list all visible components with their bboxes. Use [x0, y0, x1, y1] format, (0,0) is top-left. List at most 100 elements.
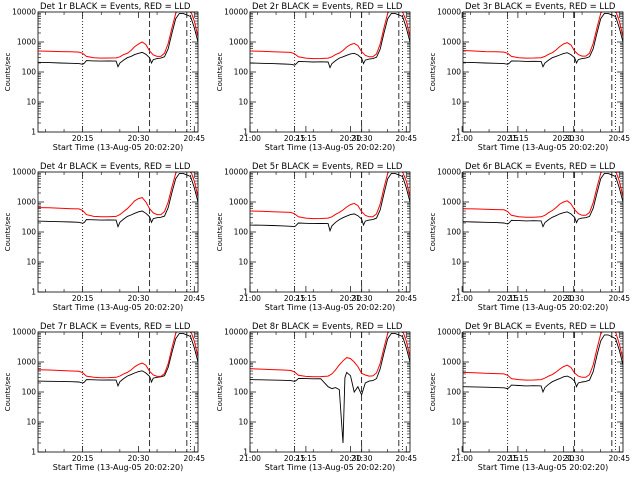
x-tick-label: 20:15	[72, 134, 94, 143]
panel-grid: Det 1r BLACK = Events, RED = LLD Counts/s…	[4, 2, 630, 472]
panel-title: Det 5r BLACK = Events, RED = LLD	[252, 162, 403, 172]
y-tick-label: 1000	[229, 358, 248, 367]
x-tick-label: 21:00	[451, 134, 473, 143]
plot-area	[38, 332, 198, 388]
x-tick-label: 21:30	[563, 454, 585, 463]
x-tick-label: 20:15	[72, 294, 94, 303]
y-tick-label: 1000	[442, 198, 461, 207]
x-axis-label: Start Time (13-Aug-05 20:02:20)	[53, 463, 184, 472]
panel-8: Det 8r BLACK = Events, RED = LLD Counts/s…	[216, 322, 585, 472]
y-tick-label: 100	[234, 68, 249, 77]
x-tick-label: 21:00	[239, 454, 261, 463]
x-tick-label: 20:15	[497, 294, 519, 303]
x-tick-label: 20:45	[608, 294, 630, 303]
x-tick-label: 20:45	[183, 134, 205, 143]
panel-frame	[249, 171, 411, 293]
x-tick-label: 20:15	[284, 294, 306, 303]
y-tick-label: 1000	[17, 38, 36, 47]
x-tick-label: 21:15	[295, 294, 317, 303]
x-axis-label: Start Time (13-Aug-05 20:02:20)	[53, 303, 184, 312]
panel-3: Det 3r BLACK = Events, RED = LLD Counts/s…	[429, 2, 630, 152]
x-axis-label: Start Time (13-Aug-05 20:02:20)	[265, 143, 396, 152]
x-tick-label: 20:30	[553, 294, 575, 303]
plot-area	[250, 332, 410, 444]
x-tick-label: 21:30	[563, 134, 585, 143]
panel-frame	[249, 331, 411, 453]
plot-area	[250, 172, 410, 233]
y-axis-label: Counts/sec	[429, 373, 437, 412]
events-line	[38, 332, 198, 388]
lld-line	[38, 332, 198, 379]
y-tick-label: 1	[31, 128, 36, 137]
y-tick-label: 1	[31, 288, 36, 297]
plot-area	[38, 12, 198, 68]
y-tick-label: 10	[26, 98, 36, 107]
y-tick-label: 1	[456, 448, 461, 457]
y-tick-label: 10000	[437, 328, 461, 337]
x-tick-label: 20:30	[128, 134, 150, 143]
x-tick-label: 20:30	[553, 134, 575, 143]
y-tick-label: 10	[451, 98, 461, 107]
y-axis-label: Counts/sec	[216, 373, 224, 412]
y-axis-label: Counts/sec	[4, 53, 12, 92]
x-tick-label: 21:15	[507, 454, 529, 463]
lld-line	[38, 12, 198, 59]
y-tick-label: 10000	[12, 328, 36, 337]
panel-title: Det 9r BLACK = Events, RED = LLD	[465, 322, 616, 332]
y-tick-label: 10	[26, 258, 36, 267]
y-tick-label: 10	[238, 418, 248, 427]
lld-line	[463, 12, 623, 59]
panel-4: Det 4r BLACK = Events, RED = LLD Counts/s…	[4, 162, 373, 312]
y-tick-label: 1000	[17, 198, 36, 207]
x-tick-label: 20:15	[497, 454, 519, 463]
y-tick-label: 10000	[224, 168, 248, 177]
x-axis-label: Start Time (13-Aug-05 20:02:20)	[265, 463, 396, 472]
x-tick-label: 20:45	[608, 454, 630, 463]
panel-9: Det 9r BLACK = Events, RED = LLD Counts/s…	[429, 322, 630, 472]
lld-line	[463, 332, 623, 381]
x-tick-label: 21:00	[239, 294, 261, 303]
events-line	[250, 12, 410, 69]
y-tick-label: 1	[31, 448, 36, 457]
x-axis-label: Start Time (13-Aug-05 20:02:20)	[478, 463, 609, 472]
x-tick-label: 20:30	[128, 454, 150, 463]
events-line	[463, 12, 623, 68]
events-line	[38, 12, 198, 68]
y-axis-label: Counts/sec	[4, 213, 12, 252]
x-tick-label: 20:30	[128, 294, 150, 303]
y-tick-label: 1	[243, 288, 248, 297]
x-tick-label: 20:45	[608, 134, 630, 143]
y-tick-label: 1000	[17, 358, 36, 367]
x-tick-label: 20:30	[340, 134, 362, 143]
y-tick-label: 1000	[442, 38, 461, 47]
panel-title: Det 3r BLACK = Events, RED = LLD	[465, 2, 616, 12]
x-tick-label: 21:30	[351, 294, 373, 303]
panel-title: Det 4r BLACK = Events, RED = LLD	[40, 162, 191, 172]
panel-frame	[37, 171, 199, 293]
y-tick-label: 100	[22, 388, 37, 397]
x-axis-label: Start Time (13-Aug-05 20:02:20)	[478, 303, 609, 312]
panel-6: Det 6r BLACK = Events, RED = LLD Counts/s…	[429, 162, 630, 312]
y-tick-label: 1000	[442, 358, 461, 367]
y-tick-label: 1	[456, 128, 461, 137]
events-line	[250, 332, 410, 444]
x-tick-label: 20:15	[72, 454, 94, 463]
panel-frame	[462, 171, 624, 293]
y-tick-label: 10	[451, 418, 461, 427]
panel-frame	[249, 11, 411, 133]
lld-line	[250, 332, 410, 378]
lld-line	[250, 172, 410, 220]
y-tick-label: 10000	[437, 168, 461, 177]
y-tick-label: 100	[447, 228, 462, 237]
y-tick-label: 10	[451, 258, 461, 267]
x-tick-label: 20:15	[284, 134, 306, 143]
panel-1: Det 1r BLACK = Events, RED = LLD Counts/s…	[4, 2, 373, 152]
y-axis-label: Counts/sec	[4, 373, 12, 412]
plot-area	[463, 172, 623, 228]
y-tick-label: 1000	[229, 198, 248, 207]
y-tick-label: 1	[456, 288, 461, 297]
x-tick-label: 21:00	[451, 454, 473, 463]
x-tick-label: 20:45	[183, 454, 205, 463]
x-tick-label: 20:45	[395, 454, 417, 463]
plot-area	[463, 332, 623, 394]
